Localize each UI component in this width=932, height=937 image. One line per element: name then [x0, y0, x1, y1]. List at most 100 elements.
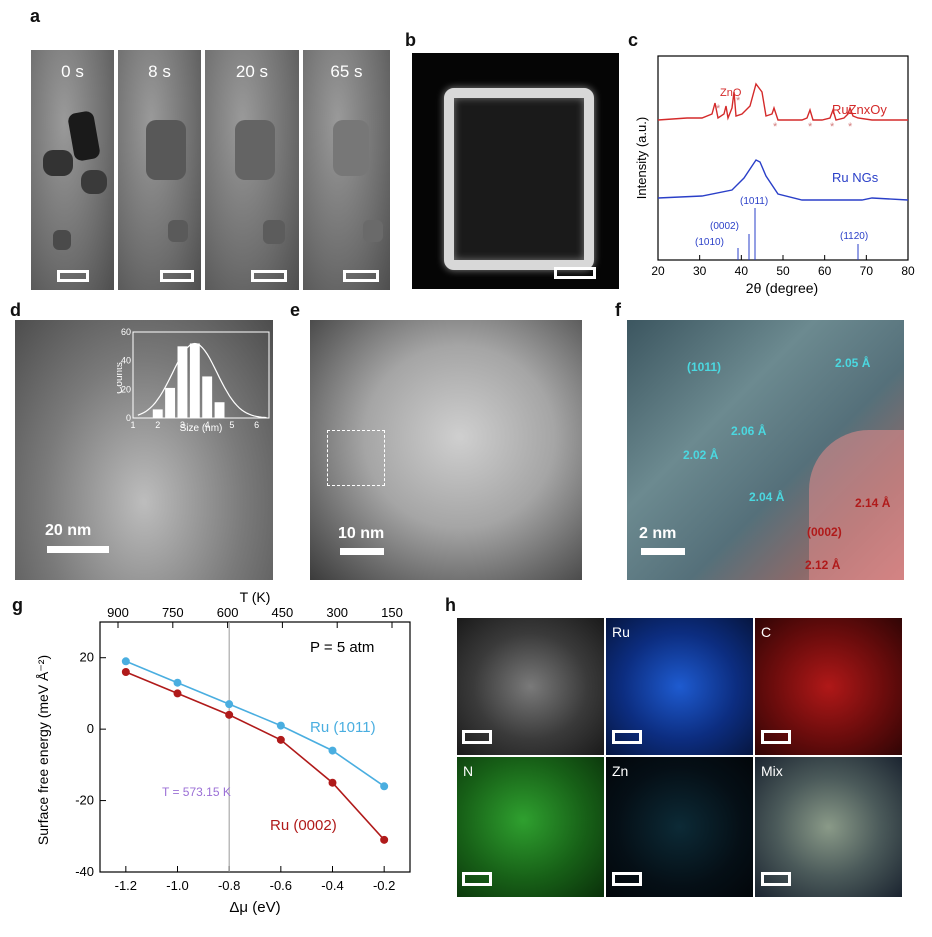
inset-x-tick: 5 — [229, 420, 234, 430]
selection-box — [327, 430, 385, 486]
ref-label: (0002) — [710, 221, 739, 232]
inset-x-tick: 3 — [180, 420, 185, 430]
series-ru1011-label: Ru (1011) — [310, 719, 376, 736]
y-axis-label: Intensity (a.u.) — [634, 117, 649, 199]
scale-bar — [462, 872, 492, 886]
data-points — [121, 657, 389, 844]
scale-bar — [160, 270, 194, 282]
x-tick-label: 40 — [735, 264, 749, 278]
x-tick-label: -0.2 — [373, 878, 395, 893]
inset-y-tick: 20 — [121, 384, 131, 394]
particle — [235, 120, 275, 180]
series-ru-ngs-label: Ru NGs — [832, 170, 879, 185]
panel-f-letter: f — [615, 300, 621, 320]
size-histogram: 0 20 40 60 1 2 3 4 5 6 Counts Size (nm) — [117, 328, 270, 433]
inset-y-label: Counts — [117, 362, 125, 394]
tem-image-e: 10 nm — [310, 320, 582, 580]
data-point — [380, 782, 389, 791]
x-tick-label: -1.2 — [115, 878, 137, 893]
histogram-bar — [152, 409, 163, 418]
map-label: C — [761, 624, 772, 640]
data-point — [380, 835, 389, 844]
mix-map: Mix — [755, 757, 902, 897]
ref-label: (1010) — [695, 237, 724, 248]
zn-map: Zn — [606, 757, 753, 897]
star-marker: * — [773, 121, 778, 133]
pressure-label: P = 5 atm — [310, 639, 374, 656]
c-map: C — [755, 618, 902, 755]
histogram-bar — [177, 346, 188, 418]
series-ruznxoy-label: RuZnxOy — [832, 102, 887, 117]
x-tick-label: -0.4 — [321, 878, 343, 893]
particle — [263, 220, 285, 244]
star-marker: * — [848, 121, 853, 133]
histogram-bar — [214, 402, 225, 418]
x-ticks: -1.2 -1.0 -0.8 -0.6 -0.4 -0.2 — [115, 866, 395, 893]
series-ruznxoy-line — [657, 82, 908, 121]
scale-bar — [612, 872, 642, 886]
y-tick-label: -20 — [75, 793, 94, 808]
tem-frame-0s: 0 s — [31, 50, 114, 290]
plot-frame — [657, 55, 909, 261]
data-point — [173, 689, 182, 698]
top-tick-label: 900 — [107, 605, 129, 620]
data-point — [225, 700, 234, 709]
data-point — [276, 735, 285, 744]
inset-y-tick: 60 — [121, 328, 131, 337]
series-ru0002-line — [125, 671, 385, 841]
inset-y-tick: 40 — [121, 356, 131, 366]
data-point — [121, 668, 130, 676]
lattice-label: 2.06 Å — [731, 424, 767, 438]
inset-x-label: Size (nm) — [180, 423, 223, 433]
inset-frame — [132, 331, 270, 419]
inset-y-tick: 0 — [126, 413, 131, 423]
top-tick-label: 750 — [162, 605, 184, 620]
scale-bar — [554, 267, 596, 279]
inset-x-tick: 1 — [130, 420, 135, 430]
inset-x-ticks: 1 2 3 4 5 6 — [130, 420, 259, 430]
particle — [43, 150, 73, 176]
series-ru1011-line — [125, 660, 385, 787]
lattice-label: 2.12 Å — [805, 558, 841, 572]
histogram-bar — [202, 376, 213, 418]
plot-frame — [99, 621, 411, 873]
scale-bar — [462, 730, 492, 744]
x-tick-label: 80 — [901, 264, 915, 278]
star-marker: * — [736, 95, 741, 107]
scale-text: 20 nm — [45, 522, 92, 539]
lattice-label: 2.14 Å — [855, 496, 891, 510]
data-point — [121, 657, 130, 666]
inset-x-tick: 6 — [254, 420, 259, 430]
tem-frame-20s: 20 s — [205, 50, 299, 290]
xrd-chart: Intensity (a.u.) 20 30 40 50 60 70 80 2θ (degr… — [634, 55, 915, 296]
scale-bar — [612, 730, 642, 744]
inset-x-tick: 4 — [205, 420, 210, 430]
particle — [363, 220, 383, 242]
ref-label: (1120) — [840, 231, 868, 242]
histogram-bars — [152, 343, 225, 418]
star-marker: * — [716, 103, 721, 115]
map-label: Zn — [612, 763, 629, 779]
particle — [81, 170, 107, 194]
x-tick-label: 70 — [860, 264, 874, 278]
y-tick-label: 20 — [80, 650, 94, 665]
scale-bar — [343, 270, 379, 282]
lattice-label: 2.02 Å — [683, 448, 719, 462]
time-label: 0 s — [61, 62, 84, 81]
lattice-label: (1011) — [687, 360, 722, 374]
scale-bar — [761, 872, 791, 886]
top-tick-label: 150 — [381, 605, 403, 620]
time-label: 20 s — [235, 62, 269, 81]
lattice-label: (0002) — [807, 525, 842, 539]
data-point — [173, 678, 182, 687]
top-tick-label: 600 — [217, 605, 239, 620]
scale-bar — [340, 548, 384, 555]
panel-b-letter: b — [405, 30, 416, 50]
map-label: Ru — [612, 624, 630, 640]
top-ticks: 900 750 600 450 300 150 — [107, 605, 403, 628]
star-marker: * — [808, 121, 813, 133]
x-tick-label: -0.8 — [218, 878, 240, 893]
series-ru-ngs-line — [657, 159, 909, 201]
data-point — [276, 721, 285, 730]
